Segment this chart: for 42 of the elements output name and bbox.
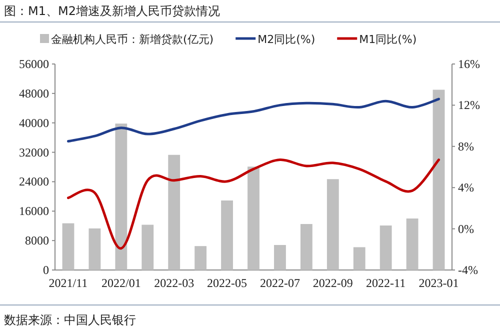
x-tick-label: 2022-03 bbox=[154, 276, 194, 290]
bar bbox=[432, 90, 445, 270]
y2-tick-label: 12% bbox=[458, 98, 480, 112]
bar bbox=[326, 179, 339, 270]
bar bbox=[353, 247, 366, 270]
chart-title: 图：M1、M2增速及新增人民币贷款情况 bbox=[4, 4, 220, 18]
y2-tick-label: 4% bbox=[458, 180, 474, 195]
x-tick-label: 2023-01 bbox=[418, 276, 459, 290]
y-tick-label: 16000 bbox=[19, 204, 49, 218]
y-tick-label: 32000 bbox=[19, 145, 49, 160]
x-tick-label: 2022-07 bbox=[260, 276, 300, 290]
y2-tick-label: -4% bbox=[458, 263, 478, 277]
y-tick-label: 0 bbox=[43, 263, 49, 277]
legend-label: M1同比(%) bbox=[359, 33, 417, 46]
y-tick-label: 24000 bbox=[19, 174, 49, 189]
y2-tick-label: 8% bbox=[458, 139, 474, 154]
x-tick-label: 2021/11 bbox=[48, 276, 88, 290]
x-tick-label: 2022-11 bbox=[366, 276, 406, 290]
legend-label: M2同比(%) bbox=[258, 33, 316, 46]
bar bbox=[248, 166, 260, 270]
y-tick-label: 40000 bbox=[19, 116, 49, 130]
bar bbox=[88, 228, 101, 270]
bar bbox=[115, 124, 128, 270]
bar bbox=[221, 200, 233, 270]
bar bbox=[194, 246, 207, 270]
bar bbox=[168, 154, 180, 270]
y-tick-label: 56000 bbox=[19, 57, 49, 71]
x-tick-label: 2022-09 bbox=[312, 276, 353, 290]
y-tick-label: 48000 bbox=[19, 86, 49, 100]
bar bbox=[406, 218, 418, 270]
x-tick-label: 2022/01 bbox=[101, 276, 141, 290]
source-note: 数据来源：中国人民银行 bbox=[4, 313, 136, 327]
y2-tick-label: 16% bbox=[458, 57, 480, 71]
y2-tick-label: 0% bbox=[458, 222, 474, 236]
bar bbox=[300, 224, 312, 270]
x-tick-label: 2022-05 bbox=[207, 276, 248, 290]
bar bbox=[380, 225, 392, 270]
bar bbox=[274, 244, 286, 270]
bar bbox=[142, 224, 154, 270]
bar bbox=[62, 223, 74, 270]
y-tick-label: 8000 bbox=[25, 234, 49, 248]
legend-label: 金融机构人民币：新增贷款(亿元) bbox=[51, 33, 214, 46]
